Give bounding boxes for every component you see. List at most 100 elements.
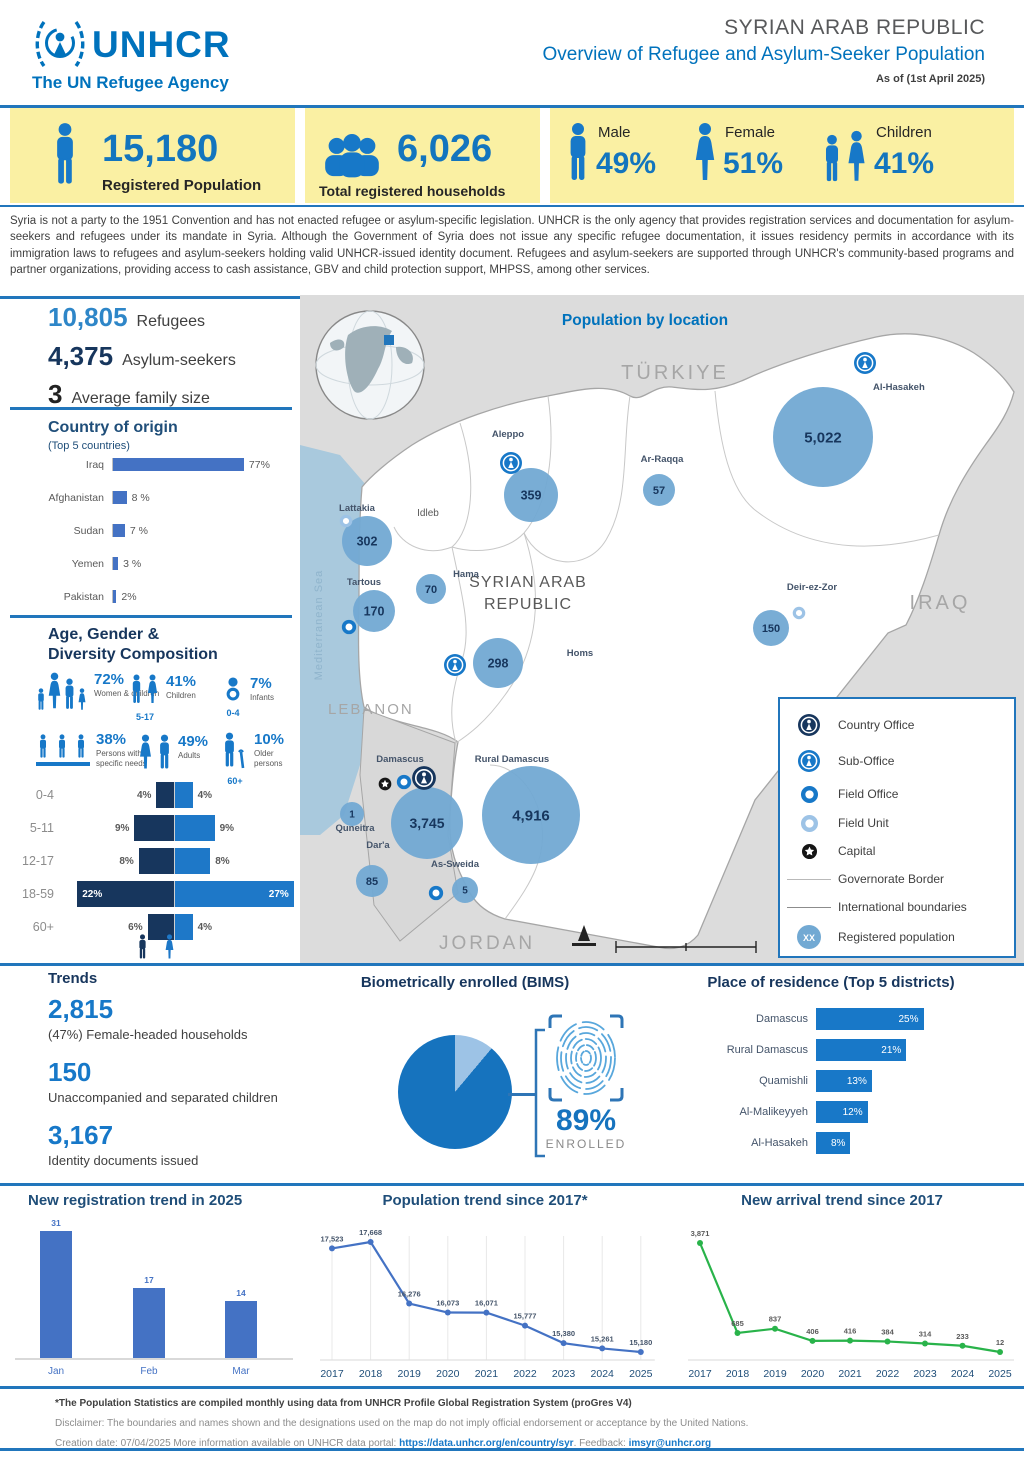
residence-value-label: 13% — [846, 1075, 867, 1087]
kpi-population-label: Registered Population — [102, 177, 262, 194]
data-point-label: 15,261 — [591, 1334, 614, 1343]
legend-item-sub-office: Sub-Office — [780, 743, 1014, 779]
data-point — [884, 1338, 891, 1345]
trends-title: Trends — [48, 970, 98, 987]
map-location-label: Rural Damascus — [475, 754, 549, 765]
legend-label: Registered population — [838, 929, 955, 944]
data-point-label: 16,071 — [475, 1299, 498, 1308]
asylum-seekers-label: Asylum-seekers — [122, 351, 236, 369]
data-point — [997, 1349, 1003, 1355]
intro-paragraph: Syria is not a party to the 1951 Convent… — [10, 215, 1014, 276]
refugees-value: 10,805 — [48, 302, 128, 332]
feedback-email-link[interactable]: imsyr@unhcr.org — [628, 1438, 712, 1449]
map-bubble-homs — [473, 638, 523, 688]
footer-feedback-text: . Feedback: — [573, 1438, 629, 1449]
data-point-label: 15,180 — [629, 1338, 652, 1347]
legend-item-capital: Capital — [780, 837, 1014, 865]
map-bubble-tartous — [353, 590, 395, 632]
reg-bar — [133, 1288, 165, 1358]
data-portal-link[interactable]: https://data.unhcr.org/en/country/syr — [399, 1438, 574, 1449]
agd-item-specific_needs: 38% Persons with specific needs — [36, 732, 162, 773]
map-bubble-value: 5 — [462, 886, 468, 897]
legend-label: Field Unit — [838, 816, 889, 830]
pyramid-age-label: 60+ — [32, 920, 54, 934]
map-bubble-value: 57 — [653, 485, 665, 497]
data-point-label: 16,073 — [436, 1299, 459, 1308]
map-bubble-damascus — [391, 787, 463, 859]
residence-category-label: Quamishli — [759, 1075, 808, 1087]
new-registration-chart: 31 Jan 17 Feb 14 Mar — [10, 1210, 305, 1390]
trend-line — [698, 1242, 1001, 1354]
legend-item-intl-border: International boundaries — [780, 893, 1014, 921]
agd-composition: 72% Women & children 5-17 41% Children 0-4 7% I… — [0, 670, 300, 786]
map-location-label: Hama — [453, 569, 480, 580]
map-bubble-quneitra — [340, 802, 364, 826]
x-axis-label: 2020 — [801, 1368, 825, 1380]
map-bubble-value: 1 — [349, 810, 355, 821]
specific-needs-icon — [36, 732, 90, 773]
pyramid-gender-icons — [136, 934, 176, 966]
pyramid-female-value: 9% — [219, 822, 235, 834]
globe-syria-marker — [384, 335, 394, 345]
reg-month-label: Jan — [47, 1366, 65, 1377]
pyramid-row: 0-4 4% 4% — [12, 782, 299, 808]
svg-text:XX: XX — [803, 933, 815, 943]
data-point — [772, 1325, 778, 1332]
map-location-label: Dar'a — [366, 840, 390, 851]
map-bubble-aleppo — [504, 468, 558, 522]
pyramid-female-value: 8% — [215, 855, 230, 867]
map-location-label: Aleppo — [492, 429, 524, 440]
legend-label: Sub-Office — [838, 754, 895, 768]
infant-icon — [222, 676, 244, 707]
x-axis-label: 2019 — [398, 1368, 422, 1380]
iraq-label: IRAQ — [910, 592, 971, 614]
reg-bar — [225, 1300, 257, 1358]
bims-bracket — [534, 1028, 545, 1158]
divider — [0, 205, 1024, 207]
origin-bar-row: Sudan 7 % — [24, 524, 289, 537]
origin-value-label: 2% — [121, 590, 137, 603]
map-bubble-dar-a — [356, 865, 388, 897]
population-map: Population by location TÜRKIYE IRAQ LEBA… — [300, 295, 1024, 963]
pyramid-male-value: 6% — [128, 921, 143, 933]
residence-bar-row: Al-Malikeyyeh 12% — [688, 1101, 1018, 1123]
lebanon-label: LEBANON — [328, 701, 414, 718]
residence-title: Place of residence (Top 5 districts) — [707, 974, 955, 991]
male-icon — [136, 934, 149, 961]
residence-value-label: 8% — [830, 1137, 846, 1149]
data-point-label: 416 — [844, 1327, 857, 1336]
agd-label: Women & children — [94, 689, 160, 698]
kpi-population-value: 15,180 — [102, 128, 219, 170]
origin-bar-row: Iraq 77% — [24, 458, 289, 471]
kpi-registered-population: 15,180 Registered Population — [10, 108, 295, 203]
map-bubble-value: 85 — [366, 876, 378, 888]
agd-item-infant: 0-4 7% Infants — [222, 676, 274, 718]
data-point-label: 15,380 — [552, 1329, 575, 1338]
residence-bar: 12% — [816, 1101, 868, 1123]
x-axis-label: 2023 — [552, 1368, 576, 1380]
data-point — [560, 1340, 567, 1347]
logo-wordmark: UNHCR — [92, 24, 231, 65]
footer-note: *The Population Statistics are compiled … — [55, 1398, 632, 1409]
legend-label: Governorate Border — [838, 872, 945, 886]
legend-label: Field Office — [838, 787, 899, 801]
residence-bar-row: Al-Hasakeh 8% — [688, 1132, 1018, 1154]
data-point — [522, 1322, 528, 1329]
map-location-label: Al-Hasakeh — [873, 382, 925, 393]
adults-icon — [138, 734, 172, 777]
map-bubble-value: 298 — [488, 656, 509, 670]
map-bubble-value: 302 — [357, 534, 378, 548]
residence-value-label: 21% — [881, 1044, 902, 1056]
map-location-label: As-Sweida — [431, 859, 480, 870]
bims-enrolled-pct: 89% — [555, 1104, 617, 1137]
residence-category-label: Al-Malikeyyeh — [739, 1106, 808, 1118]
x-axis-label: 2024 — [591, 1368, 615, 1380]
female-label: Female — [725, 124, 776, 141]
field-office-icon — [341, 619, 357, 635]
residence-value-label: 12% — [842, 1106, 863, 1118]
residence-bar: 21% — [816, 1039, 907, 1061]
residence-chart: Damascus 25% Rural Damascus 21% Quamishli 13%… — [688, 1008, 1018, 1163]
map-legend: Country Office Sub-Office Field Office Fiel… — [778, 697, 1016, 958]
agd-label: Older persons — [254, 749, 283, 768]
origin-bar — [113, 491, 127, 504]
